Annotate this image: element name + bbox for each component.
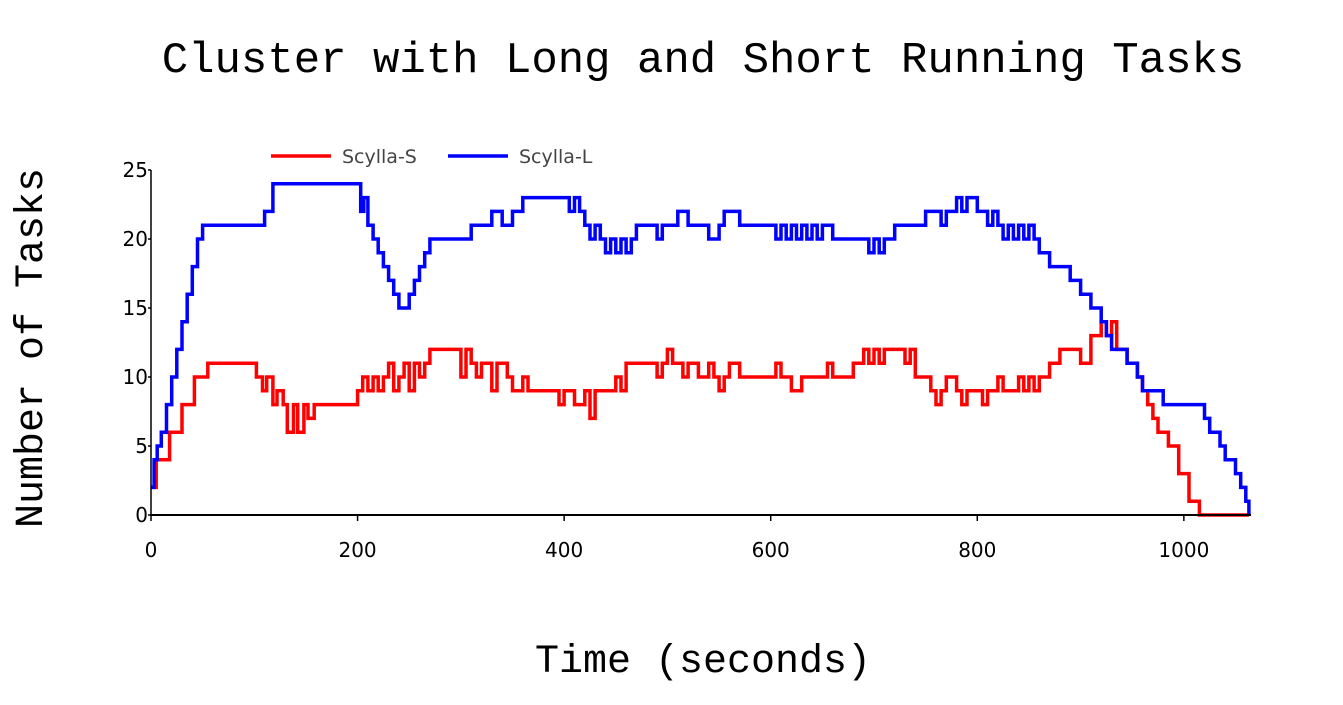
legend-item-scylla-s[interactable]: Scylla-S [271, 146, 417, 168]
series-line-scylla-s [151, 320, 1249, 517]
x-axis-title: Time (seconds) [535, 640, 871, 685]
series-line-scylla-l [151, 182, 1251, 515]
x-tick-label: 200 [338, 538, 376, 562]
y-tick-label: 20 [123, 227, 148, 251]
chart-title: Cluster with Long and Short Running Task… [162, 36, 1245, 86]
x-tick-label: 0 [145, 538, 158, 562]
legend[interactable]: Scylla-S Scylla-L [271, 146, 593, 168]
x-tick-label: 600 [752, 538, 790, 562]
axes-layer: 0 200 400 600 800 1000 0 5 10 15 20 25 [123, 158, 1251, 562]
x-tick-label: 800 [958, 538, 996, 562]
legend-label: Scylla-L [519, 146, 593, 168]
y-tick-label: 0 [135, 503, 148, 527]
x-tick-label: 400 [545, 538, 583, 562]
y-tick-label: 5 [135, 434, 148, 458]
legend-label: Scylla-S [342, 146, 417, 168]
series-layer [151, 182, 1251, 517]
legend-item-scylla-l[interactable]: Scylla-L [448, 146, 593, 168]
y-tick-label: 25 [123, 158, 148, 182]
x-tick-label: 1000 [1158, 538, 1209, 562]
y-tick-label: 15 [123, 296, 148, 320]
y-axis-title: Number of Tasks [10, 168, 55, 528]
y-tick-label: 10 [123, 365, 148, 389]
